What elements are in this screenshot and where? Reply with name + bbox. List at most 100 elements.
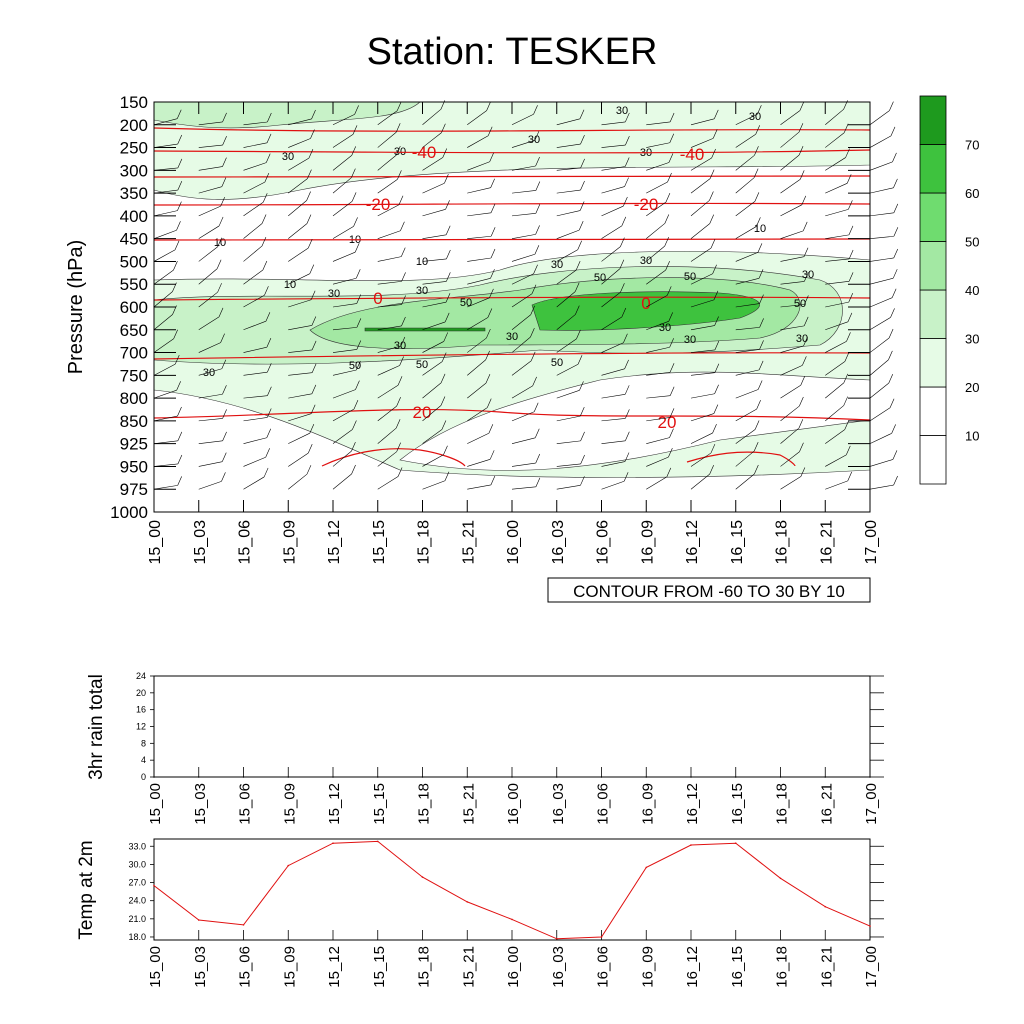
wind-barb-feather [487, 308, 493, 318]
wind-barb [511, 437, 536, 444]
wind-barb-feather [266, 428, 272, 438]
wind-barb [198, 225, 220, 239]
x-tick-label: 16_09 [639, 520, 656, 565]
wind-barb-feather [624, 359, 629, 369]
wind-barb-feather [221, 452, 227, 462]
wind-barb-feather [395, 419, 401, 429]
wind-barb-feather [576, 329, 581, 339]
wind-barb-feather [579, 381, 584, 391]
data-point [690, 844, 692, 846]
wind-barb-feather [669, 428, 674, 438]
wind-barb-feather [623, 196, 628, 207]
wind-barb [243, 245, 263, 262]
wind-barb-feather [893, 475, 898, 486]
wind-barb [377, 476, 399, 490]
wind-barb [377, 230, 401, 239]
time-height-panel: 30 30 30 30 30 30 30 10 10 10 10 10 30 30 30 30 30 50 50 50… [65, 93, 979, 603]
y-tick-label: 4 [141, 755, 146, 765]
wind-barb-feather [799, 442, 804, 452]
wind-barb [422, 157, 443, 171]
wind-barb [735, 134, 756, 148]
wind-barb [646, 142, 670, 148]
y-tick-label: 21.0 [128, 914, 146, 924]
wind-barb-feather [221, 177, 227, 187]
wind-barb [601, 186, 625, 194]
isotherm-line [153, 238, 871, 241]
wind-barb-feather [488, 424, 494, 434]
wind-barb-feather [713, 109, 719, 119]
wind-barb [243, 294, 265, 308]
wind-barb-feather [580, 454, 585, 465]
wind-barb-feather [176, 381, 181, 391]
wind-barb [288, 473, 308, 490]
wind-barb [690, 473, 710, 490]
wind-barb-feather [353, 400, 359, 410]
wind-barb [288, 247, 309, 262]
colorbar-label: 10 [965, 429, 979, 444]
humidity-contour-label: 30 [328, 288, 340, 300]
wind-barb [601, 342, 624, 353]
wind-barb-feather [621, 216, 627, 226]
x-tick-label: 15_12 [326, 783, 343, 825]
wind-barb-feather [400, 336, 406, 347]
data-point [242, 924, 245, 926]
wind-barb-feather [892, 450, 898, 460]
wind-barb [869, 212, 894, 217]
wind-barb-feather [758, 269, 764, 279]
wind-barb [467, 337, 487, 353]
wind-barb-feather [490, 227, 496, 237]
wind-barb [601, 246, 621, 262]
wind-barb-feather [401, 295, 406, 305]
wind-barb-feather [802, 356, 807, 366]
humidity-contour-label: 30 [528, 134, 540, 146]
y-tick-label: 650 [120, 321, 148, 340]
x-tick-label: 17_00 [863, 783, 880, 825]
wind-barb-feather [580, 180, 585, 191]
wind-barb-feather [311, 340, 317, 351]
wind-barb [646, 395, 671, 399]
wind-barb [646, 245, 665, 262]
x-tick-label: 15_06 [237, 946, 254, 988]
wind-barb [556, 269, 577, 285]
x-tick-label: 17_00 [863, 946, 880, 988]
wind-barb-feather [844, 352, 850, 362]
wind-barb [243, 181, 265, 194]
wind-barb-feather [574, 282, 580, 292]
wind-barb [198, 461, 223, 467]
x-tick-label: 16_00 [505, 946, 522, 988]
wind-barb [288, 325, 312, 331]
wind-barb-feather [220, 333, 225, 343]
wind-barb-feather [846, 445, 851, 456]
wind-barb [780, 230, 804, 239]
wind-barb-feather [486, 328, 491, 339]
wind-barb-feather [530, 328, 535, 338]
wind-barb-feather [535, 156, 540, 167]
wind-barb [198, 121, 223, 126]
wind-barb [735, 303, 760, 308]
wind-barb [511, 273, 534, 285]
data-point [555, 776, 558, 778]
isotherm-line [686, 451, 796, 467]
wind-barb-feather [262, 193, 268, 203]
wind-barb [690, 157, 712, 171]
wind-barb-feather [489, 450, 495, 460]
wind-barb-feather [485, 350, 490, 361]
x-tick-label: 16_12 [684, 520, 701, 565]
wind-barb [153, 338, 174, 353]
panel-border [153, 675, 871, 778]
wind-barb-layer [153, 100, 899, 490]
wind-barb [780, 325, 805, 331]
isotherm-line [153, 175, 871, 178]
wind-barb [332, 389, 356, 399]
wind-barb-feather [535, 453, 541, 464]
wind-barb-feather [711, 148, 716, 159]
wind-barb-feather [441, 352, 447, 362]
wind-barb-feather [757, 243, 763, 253]
wind-barb [780, 204, 802, 217]
wind-barb [601, 144, 626, 148]
colorbar-cell [919, 289, 947, 339]
data-point [869, 925, 871, 927]
wind-barb [601, 225, 622, 239]
wind-barb-feather [441, 420, 447, 430]
humidity-contour-label: 30 [796, 333, 808, 345]
